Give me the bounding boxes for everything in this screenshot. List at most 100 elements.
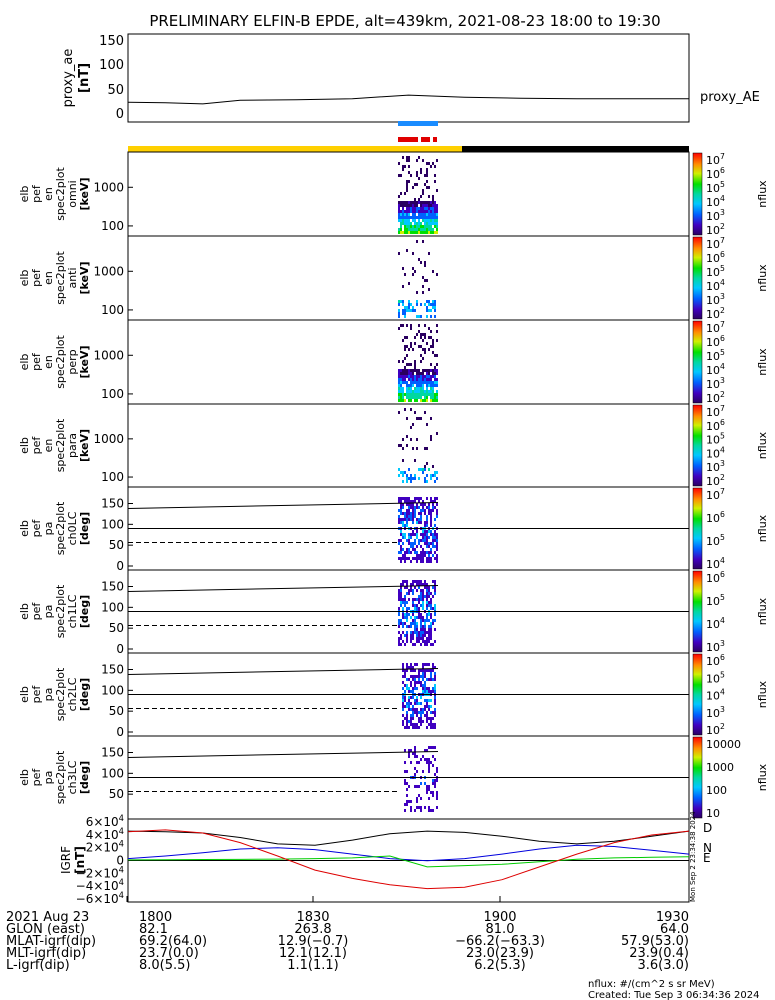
pa_ch2-loss-cone-line bbox=[127, 668, 439, 675]
pa_ch1-colorbar bbox=[692, 570, 703, 653]
x-row-0-value-0: 1800 bbox=[139, 910, 172, 925]
igrf-series-red bbox=[127, 829, 690, 890]
spec_anti-colorbar-tick-4: 103 bbox=[706, 292, 725, 307]
x-row-label-4: L-igrf(dip) bbox=[6, 958, 70, 973]
spec_para-colorbar-label: nflux bbox=[756, 431, 769, 459]
pa_ch3-colorbar-tick-1: 1000 bbox=[706, 761, 734, 774]
spec_anti-colorbar-tick-3: 104 bbox=[706, 278, 725, 293]
pa_ch1-ylabel-line-0: elb bbox=[18, 603, 31, 620]
spec_anti-colorbar-tick-2: 105 bbox=[706, 264, 725, 279]
spec_anti-colorbar-label: nflux bbox=[756, 264, 769, 292]
spec_perp-colorbar-tick-2: 105 bbox=[706, 348, 725, 363]
igrf-legend-N: N bbox=[703, 841, 712, 855]
pa_ch2-colorbar-tick-2: 104 bbox=[706, 688, 725, 703]
spec_anti-colorbar-tick-0: 107 bbox=[706, 236, 725, 251]
spec_anti-ylabel-line-1: pef bbox=[30, 268, 43, 287]
spec_perp-colorbar-tick-4: 103 bbox=[706, 376, 725, 391]
igrf-legend-E: E bbox=[703, 851, 711, 865]
spec_para-ylabel-line-2: en bbox=[42, 439, 55, 453]
pa_ch0-ylabel-line-0: elb bbox=[18, 520, 31, 537]
spec_omni-colorbar-label: nflux bbox=[756, 180, 769, 208]
spec_perp-flux-image bbox=[398, 324, 438, 402]
spec_omni-ylabel-line-1: pef bbox=[30, 184, 43, 203]
igrf-series-D bbox=[127, 830, 690, 846]
pa_ch1-ylabel-line-4: ch1LC bbox=[66, 594, 79, 628]
x-row-4-value-3: 3.6(3.0) bbox=[638, 958, 690, 973]
pa_ch1-colorbar-tick-3: 103 bbox=[706, 639, 725, 654]
x-row-3-value-2: 23.0(23.9) bbox=[466, 946, 534, 961]
pa_ch2-colorbar-tick-4: 102 bbox=[706, 722, 725, 737]
spec_para-colorbar-tick-5: 102 bbox=[706, 473, 725, 488]
pa_ch3-ylabel-line-4: ch3LC bbox=[66, 760, 79, 794]
spec_omni-ylabel-line-2: en bbox=[42, 187, 55, 201]
x-row-2-value-1: 12.9(−0.7) bbox=[278, 934, 349, 949]
spec_anti-ylabel-line-5: [keV] bbox=[78, 261, 91, 294]
pa_ch1-colorbar-tick-2: 104 bbox=[706, 616, 725, 631]
spec_anti-colorbar-tick-5: 102 bbox=[706, 306, 725, 321]
x-row-4-value-2: 6.2(5.3) bbox=[474, 958, 526, 973]
pa_ch0-colorbar-tick-3: 104 bbox=[706, 556, 725, 571]
spec_perp-ylabel-line-3: spec2plot bbox=[54, 335, 67, 389]
pa_ch3-ylabel-line-2: pa bbox=[42, 771, 55, 785]
spec_anti-colorbar-tick-1: 106 bbox=[706, 250, 725, 265]
pa_ch1-loss-cone-line bbox=[127, 585, 439, 592]
proxy-ae-ylabel: proxy_ae [nT] bbox=[61, 49, 92, 108]
pa_ch3-ylabel-line-0: elb bbox=[18, 769, 31, 786]
x-row-4-value-1: 1.1(1.1) bbox=[287, 958, 339, 973]
pa_ch3-colorbar-label: nflux bbox=[756, 763, 769, 791]
pa_ch2-colorbar-tick-0: 106 bbox=[706, 653, 725, 668]
proxy-ae-ylabel-line-1: [nT] bbox=[77, 63, 92, 93]
proxy-ae-ytick-150: 150 bbox=[99, 34, 124, 49]
spec_omni-ylabel-line-4: omni bbox=[66, 180, 79, 207]
pa_ch0-colorbar-tick-2: 105 bbox=[706, 533, 725, 548]
x-row-label-3: MLT-igrf(dip) bbox=[6, 946, 86, 961]
spec_anti-flux-image bbox=[398, 240, 438, 318]
pa_ch2-ylabel-line-1: pef bbox=[30, 685, 43, 704]
panel-pa_ch3: elb pef pa spec2plot ch3LC [deg] 150 100 50 10000… bbox=[18, 735, 769, 820]
pa_ch1-flux-image bbox=[398, 580, 436, 646]
spec_anti-ytick-1: 100 bbox=[101, 303, 124, 317]
spec_perp-ylabel-line-1: pef bbox=[30, 352, 43, 371]
spec_para-ylabel-line-4: para bbox=[66, 433, 79, 458]
igrf-ytick-6: −6×104 bbox=[76, 890, 124, 906]
spec_para-colorbar bbox=[692, 404, 703, 487]
pa_ch3-colorbar-tick-0: 10000 bbox=[706, 738, 741, 751]
panel-spec_omni: elb pef en spec2plot omni [keV] 10001001071061… bbox=[18, 151, 769, 237]
spec_omni-ylabel-line-0: elb bbox=[18, 186, 31, 203]
side-stamp: Mon Sep 2 23:34:38 2024 bbox=[689, 811, 697, 902]
spec_omni-colorbar-tick-4: 103 bbox=[706, 208, 725, 223]
spec_omni-ytick-1: 100 bbox=[101, 219, 124, 233]
spec_omni-colorbar-tick-1: 106 bbox=[706, 166, 725, 181]
spec_anti-ytick-0: 1000 bbox=[93, 264, 124, 278]
igrf-ytick-4: −2×104 bbox=[76, 864, 124, 880]
spec_para-ylabel-line-3: spec2plot bbox=[54, 418, 67, 472]
proxy-ae-ylabel-line-0: proxy_ae bbox=[61, 49, 76, 108]
pa_ch3-colorbar-tick-3: 10 bbox=[706, 807, 720, 820]
x-row-1-value-2: 81.0 bbox=[486, 922, 515, 937]
pa_ch3-loss-cone-line bbox=[127, 751, 439, 758]
pa_ch0-ytick-1: 100 bbox=[101, 517, 124, 531]
proxy-ae-ytick-50: 50 bbox=[107, 83, 124, 98]
pa_ch1-colorbar-tick-0: 106 bbox=[706, 570, 725, 585]
pa_ch2-flux-image bbox=[402, 663, 436, 729]
igrf-series-E bbox=[127, 855, 690, 868]
pa_ch2-colorbar-tick-1: 105 bbox=[706, 670, 725, 685]
units-note: nflux: #/(cm^2 s sr MeV) bbox=[588, 979, 715, 990]
panel-spec_anti: elb pef en spec2plot anti [keV] 10001001071061… bbox=[18, 235, 769, 321]
panel-pa_ch2: elb pef pa spec2plot ch2LC [deg] 150 100 50 0 106 1… bbox=[18, 652, 769, 739]
igrf-ytick-1: 4×104 bbox=[86, 826, 124, 842]
panel-spec_perp: elb pef en spec2plot perp [keV] 10001001071061… bbox=[18, 319, 769, 405]
pa_ch3-colorbar bbox=[692, 736, 703, 819]
pa_ch2-ylabel-line-0: elb bbox=[18, 686, 31, 703]
pa_ch2-ytick-0: 150 bbox=[101, 663, 124, 677]
pa_ch0-ylabel-line-1: pef bbox=[30, 519, 43, 538]
pa_ch2-ylabel-line-4: ch2LC bbox=[66, 677, 79, 711]
spec_anti-ylabel-line-4: anti bbox=[66, 267, 79, 288]
pa_ch2-ylabel-line-5: [deg] bbox=[78, 678, 91, 711]
igrf-series-N bbox=[127, 844, 690, 862]
spec_perp-ytick-0: 1000 bbox=[93, 348, 124, 362]
x-row-label-0: 2021 Aug 23 bbox=[6, 910, 89, 925]
pa_ch2-ytick-3: 0 bbox=[116, 725, 124, 739]
proxy-ae-ytick-100: 100 bbox=[99, 58, 124, 73]
spec_perp-ylabel-line-0: elb bbox=[18, 354, 31, 371]
